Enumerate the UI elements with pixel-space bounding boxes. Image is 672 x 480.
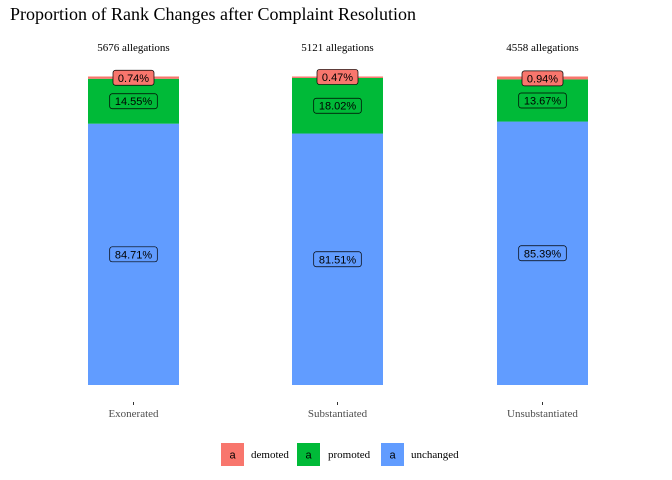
- data-label-promoted: 14.55%: [115, 96, 153, 108]
- allegation-count-annotation: 4558 allegations: [506, 42, 578, 54]
- legend-key-promoted: [297, 443, 320, 466]
- x-tick-label: Exonerated: [108, 408, 159, 420]
- legend-key-glyph: a: [305, 450, 312, 462]
- data-label-box: [109, 246, 158, 263]
- data-label-promoted: 13.67%: [524, 95, 562, 107]
- data-label-box: [518, 245, 567, 262]
- x-tick-label: Unsubstantiated: [507, 408, 578, 420]
- allegation-count-annotation: 5676 allegations: [97, 42, 169, 54]
- allegation-count-annotation: 5121 allegations: [301, 42, 373, 54]
- data-label-unchanged: 81.51%: [319, 254, 357, 266]
- data-label-unchanged: 84.71%: [115, 249, 153, 261]
- data-label-box: [109, 93, 158, 110]
- data-label-box: [313, 251, 362, 268]
- bars-layer: 84.71% 14.55% 0.74% 5676 allegations 81.51% 1…: [88, 42, 588, 386]
- legend-label-demoted: demoted: [251, 449, 289, 461]
- data-label-promoted: 18.02%: [319, 101, 357, 113]
- chart-title: Proportion of Rank Changes after Complai…: [10, 4, 416, 24]
- x-axis: Exonerated Substantiated Unsubstantiated: [108, 402, 578, 420]
- legend-key-demoted: [221, 443, 244, 466]
- legend-label-promoted: promoted: [328, 449, 371, 461]
- data-label-demoted: 0.94%: [527, 73, 558, 85]
- data-label-box: [518, 92, 567, 109]
- data-label-box: [521, 70, 564, 87]
- legend-key-glyph: a: [229, 450, 236, 462]
- legend-key-glyph: a: [389, 450, 396, 462]
- data-label-box: [316, 69, 359, 85]
- legend-label-unchanged: unchanged: [411, 449, 459, 461]
- data-label-box: [313, 97, 362, 114]
- data-label-box: [112, 69, 155, 86]
- legend: a demoted a promoted a unchanged: [221, 443, 459, 466]
- data-label-demoted: 0.74%: [118, 73, 149, 85]
- data-label-demoted: 0.47%: [322, 72, 353, 84]
- x-tick-label: Substantiated: [308, 408, 368, 420]
- legend-key-unchanged: [381, 443, 404, 466]
- data-label-unchanged: 85.39%: [524, 248, 562, 260]
